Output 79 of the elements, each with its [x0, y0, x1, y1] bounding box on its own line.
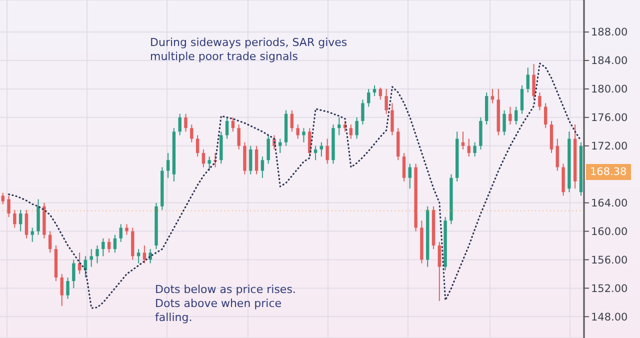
candlestick	[260, 156, 264, 178]
candlestick	[556, 138, 559, 172]
y-tick-label: 152.00	[591, 282, 628, 295]
candlestick	[237, 124, 240, 150]
candlestick	[208, 156, 211, 172]
y-tick-label: 180.00	[591, 84, 628, 96]
candlestick	[372, 84, 376, 97]
annotation: During sideways periods, SAR gives multiple poor trade signals	[150, 36, 348, 64]
y-tick-label: 148.00	[591, 311, 628, 324]
candlestick	[90, 248, 93, 268]
candlestick	[544, 102, 548, 129]
candlestick	[490, 88, 494, 104]
candlestick	[231, 116, 235, 132]
candlestick	[538, 92, 542, 111]
y-tick-label: 188.00	[591, 26, 628, 39]
candlestick	[461, 131, 465, 150]
y-tick-label: 172.00	[591, 140, 628, 153]
candlestick	[196, 134, 200, 158]
line-series	[8, 62, 582, 309]
candlestick	[72, 259, 76, 289]
candlestick	[266, 134, 270, 164]
candlestick	[166, 152, 170, 178]
candlestick	[178, 113, 182, 136]
candlestick	[290, 110, 294, 132]
candlestick	[408, 163, 412, 190]
candlestick	[142, 244, 146, 264]
candlestick	[96, 244, 99, 264]
candlestick	[526, 67, 530, 94]
text: 168.38	[586, 164, 631, 180]
candlestick	[125, 224, 128, 236]
candlestick	[378, 87, 382, 100]
candlestick	[60, 273, 64, 306]
candlestick	[326, 138, 329, 164]
y-tick-label: 184.00	[591, 55, 628, 68]
candlestick	[225, 116, 229, 140]
candlestick	[254, 145, 258, 175]
candlestick	[438, 241, 442, 302]
candlestick	[296, 124, 300, 140]
candlestick	[502, 110, 506, 136]
candlestick	[355, 116, 358, 140]
candlestick	[102, 238, 105, 257]
candlestick	[302, 128, 306, 143]
candlestick	[66, 277, 70, 300]
candlestick	[514, 106, 518, 126]
y-tick-label: 176.00	[591, 112, 628, 124]
candlestick	[390, 102, 394, 136]
candlestick	[384, 88, 388, 114]
candlestick	[202, 148, 206, 168]
candlestick	[367, 88, 370, 108]
candlestick	[13, 209, 16, 228]
candlestick	[18, 209, 22, 232]
candlestick	[136, 248, 140, 264]
candlestick	[24, 209, 28, 239]
candlestick	[184, 113, 188, 132]
candlestick	[320, 142, 324, 158]
candlestick	[402, 152, 406, 182]
annotation: Dots below as price rises. Dots above when price falling.	[155, 283, 297, 325]
candlestick	[1, 192, 4, 205]
candlestick	[520, 84, 524, 114]
candlestick	[113, 234, 117, 254]
y-tick-label: 156.00	[591, 254, 628, 266]
candlestick	[473, 142, 476, 158]
candlestick	[249, 145, 252, 175]
candlestick	[119, 224, 122, 242]
candlestick	[314, 145, 318, 161]
y-tick-label: 160.00	[591, 226, 628, 238]
candlestick	[361, 99, 364, 126]
candlestick	[532, 64, 536, 100]
candlestick	[508, 106, 512, 126]
y-tick-label: 164.00	[591, 198, 628, 210]
candlestick	[278, 138, 282, 154]
candlestick	[349, 124, 353, 140]
candlestick	[30, 227, 34, 242]
candlestick	[338, 116, 341, 136]
candlestick	[48, 230, 52, 254]
candlestick	[107, 238, 111, 254]
candlestick	[7, 195, 10, 218]
candlestick	[190, 124, 194, 143]
candlestick	[467, 138, 471, 158]
